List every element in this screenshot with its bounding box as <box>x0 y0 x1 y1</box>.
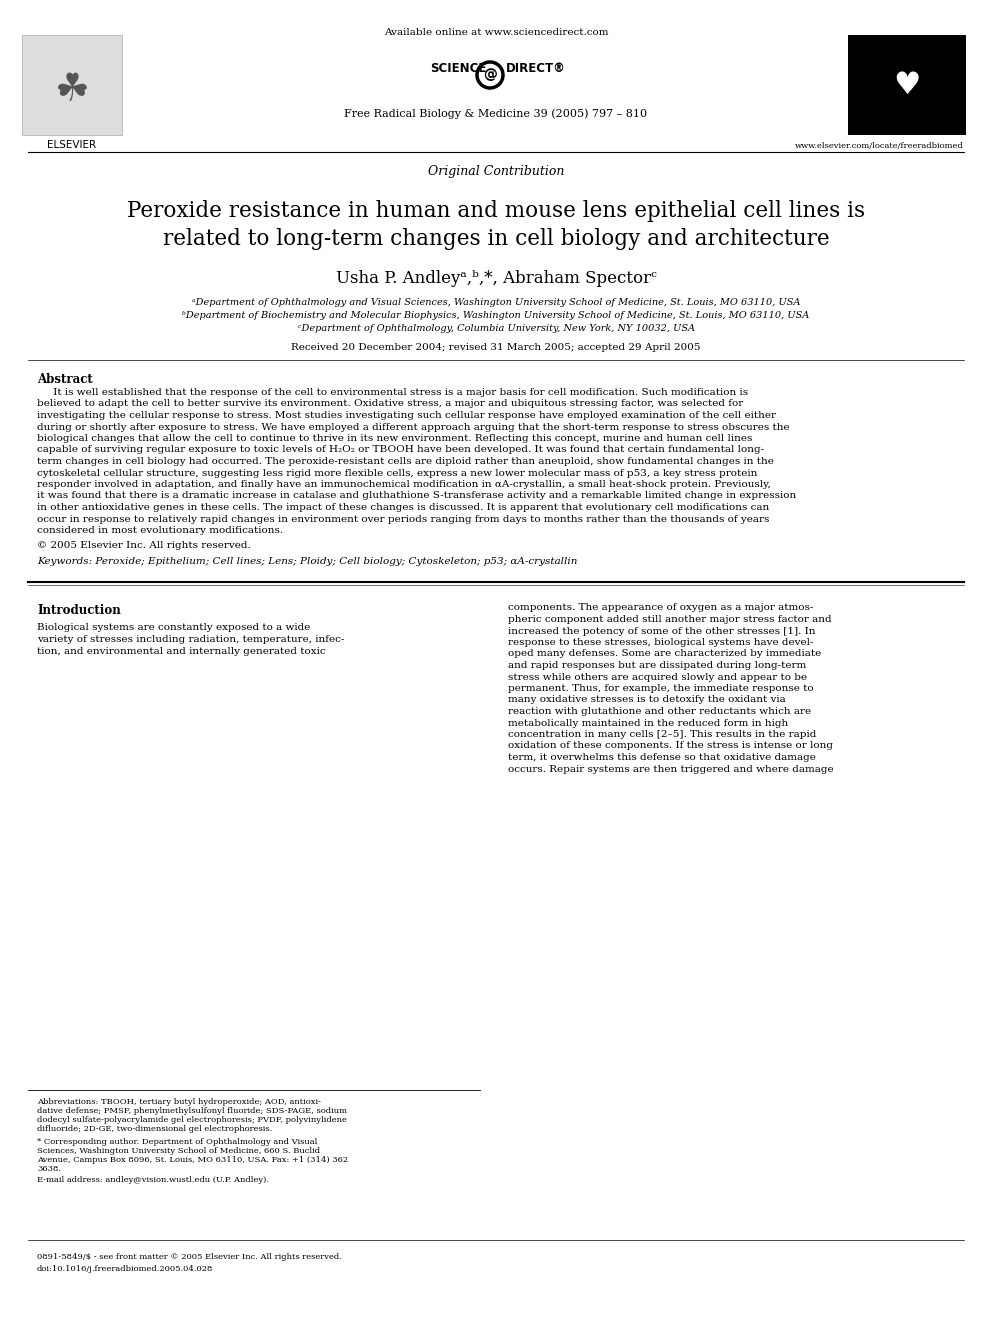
Text: Abstract: Abstract <box>37 373 92 386</box>
Text: increased the potency of some of the other stresses [1]. In: increased the potency of some of the oth… <box>508 627 815 635</box>
Text: Avenue, Campus Box 8096, St. Louis, MO 63110, USA. Fax: +1 (314) 362: Avenue, Campus Box 8096, St. Louis, MO 6… <box>37 1156 348 1164</box>
Text: reaction with glutathione and other reductants which are: reaction with glutathione and other redu… <box>508 706 811 716</box>
Text: Original Contribution: Original Contribution <box>428 165 564 179</box>
Text: Sciences, Washington University School of Medicine, 660 S. Buclid: Sciences, Washington University School o… <box>37 1147 320 1155</box>
Text: @: @ <box>483 67 497 82</box>
Text: dative defense; PMSF, phenylmethylsulfonyl fluoride; SDS-PAGE, sodium: dative defense; PMSF, phenylmethylsulfon… <box>37 1107 347 1115</box>
Text: ᵇDepartment of Biochemistry and Molecular Biophysics, Washington University Scho: ᵇDepartment of Biochemistry and Molecula… <box>183 311 809 320</box>
Text: dodecyl sulfate-polyacrylamide gel electrophoresis; PVDF, polyvinylidene: dodecyl sulfate-polyacrylamide gel elect… <box>37 1117 347 1125</box>
Text: term, it overwhelms this defense so that oxidative damage: term, it overwhelms this defense so that… <box>508 753 815 762</box>
Text: components. The appearance of oxygen as a major atmos-: components. The appearance of oxygen as … <box>508 603 813 613</box>
Text: it was found that there is a dramatic increase in catalase and gluthathione S-tr: it was found that there is a dramatic in… <box>37 492 797 500</box>
Bar <box>848 34 966 135</box>
Text: SCIENCE: SCIENCE <box>430 62 486 75</box>
Text: ♥: ♥ <box>894 70 921 99</box>
Text: difluoride; 2D-GE, two-dimensional gel electrophoresis.: difluoride; 2D-GE, two-dimensional gel e… <box>37 1125 272 1132</box>
Text: E-mail address: andley@vision.wustl.edu (U.P. Andley).: E-mail address: andley@vision.wustl.edu … <box>37 1176 269 1184</box>
Text: believed to adapt the cell to better survive its environment. Oxidative stress, : believed to adapt the cell to better sur… <box>37 400 743 409</box>
Text: response to these stresses, biological systems have devel-: response to these stresses, biological s… <box>508 638 813 647</box>
Text: Available online at www.sciencedirect.com: Available online at www.sciencedirect.co… <box>384 28 608 37</box>
Text: metabolically maintained in the reduced form in high: metabolically maintained in the reduced … <box>508 718 789 728</box>
Text: www.elsevier.com/locate/freeradbiomed: www.elsevier.com/locate/freeradbiomed <box>796 142 964 149</box>
Text: 0891-5849/$ - see front matter © 2005 Elsevier Inc. All rights reserved.: 0891-5849/$ - see front matter © 2005 El… <box>37 1253 342 1261</box>
Text: oped many defenses. Some are characterized by immediate: oped many defenses. Some are characteriz… <box>508 650 821 659</box>
Text: term changes in cell biology had occurred. The peroxide-resistant cells are dipl: term changes in cell biology had occurre… <box>37 456 774 466</box>
Text: variety of stresses including radiation, temperature, infec-: variety of stresses including radiation,… <box>37 635 344 644</box>
Text: cytoskeletal cellular structure, suggesting less rigid more flexible cells, expr: cytoskeletal cellular structure, suggest… <box>37 468 757 478</box>
Text: in other antioxidative genes in these cells. The impact of these changes is disc: in other antioxidative genes in these ce… <box>37 503 769 512</box>
Text: occur in response to relatively rapid changes in environment over periods rangin: occur in response to relatively rapid ch… <box>37 515 770 524</box>
Text: Keywords: Peroxide; Epithelium; Cell lines; Lens; Ploidy; Cell biology; Cytoskel: Keywords: Peroxide; Epithelium; Cell lin… <box>37 557 577 565</box>
Text: Biological systems are constantly exposed to a wide: Biological systems are constantly expose… <box>37 623 310 632</box>
Bar <box>22 34 122 135</box>
Text: ☘: ☘ <box>55 71 89 108</box>
Text: and rapid responses but are dissipated during long-term: and rapid responses but are dissipated d… <box>508 662 806 669</box>
Text: many oxidative stresses is to detoxify the oxidant via: many oxidative stresses is to detoxify t… <box>508 696 786 705</box>
Text: It is well established that the response of the cell to environmental stress is : It is well established that the response… <box>37 388 748 397</box>
Text: Usha P. Andleyᵃ,ᵇ,*, Abraham Spectorᶜ: Usha P. Andleyᵃ,ᵇ,*, Abraham Spectorᶜ <box>335 270 657 287</box>
Text: pheric component added still another major stress factor and: pheric component added still another maj… <box>508 615 831 624</box>
Text: capable of surviving regular exposure to toxic levels of H₂O₂ or TBOOH have been: capable of surviving regular exposure to… <box>37 446 764 455</box>
Text: oxidation of these components. If the stress is intense or long: oxidation of these components. If the st… <box>508 741 833 750</box>
Text: related to long-term changes in cell biology and architecture: related to long-term changes in cell bio… <box>163 228 829 250</box>
Text: permanent. Thus, for example, the immediate response to: permanent. Thus, for example, the immedi… <box>508 684 813 693</box>
Text: investigating the cellular response to stress. Most studies investigating such c: investigating the cellular response to s… <box>37 411 776 419</box>
Text: responder involved in adaptation, and finally have an immunochemical modificatio: responder involved in adaptation, and fi… <box>37 480 771 490</box>
Text: occurs. Repair systems are then triggered and where damage: occurs. Repair systems are then triggere… <box>508 765 833 774</box>
Text: 3638.: 3638. <box>37 1166 61 1174</box>
Text: ᶜDepartment of Ophthalmology, Columbia University, New York, NY 10032, USA: ᶜDepartment of Ophthalmology, Columbia U… <box>298 324 694 333</box>
Text: Abbreviations: TBOOH, tertiary butyl hydroperoxide; AOD, antioxi-: Abbreviations: TBOOH, tertiary butyl hyd… <box>37 1098 321 1106</box>
Text: Peroxide resistance in human and mouse lens epithelial cell lines is: Peroxide resistance in human and mouse l… <box>127 200 865 222</box>
Text: * Corresponding author. Department of Ophthalmology and Visual: * Corresponding author. Department of Op… <box>37 1138 317 1146</box>
Text: Received 20 December 2004; revised 31 March 2005; accepted 29 April 2005: Received 20 December 2004; revised 31 Ma… <box>292 343 700 352</box>
Text: doi:10.1016/j.freeradbiomed.2005.04.028: doi:10.1016/j.freeradbiomed.2005.04.028 <box>37 1265 213 1273</box>
Text: DIRECT®: DIRECT® <box>506 62 565 75</box>
Text: stress while others are acquired slowly and appear to be: stress while others are acquired slowly … <box>508 672 807 681</box>
Text: Free Radical Biology & Medicine 39 (2005) 797 – 810: Free Radical Biology & Medicine 39 (2005… <box>344 108 648 119</box>
Text: during or shortly after exposure to stress. We have employed a different approac: during or shortly after exposure to stre… <box>37 422 790 431</box>
Text: ELSEVIER: ELSEVIER <box>48 140 96 149</box>
Text: ᵃDepartment of Ophthalmology and Visual Sciences, Washington University School o: ᵃDepartment of Ophthalmology and Visual … <box>191 298 801 307</box>
Text: biological changes that allow the cell to continue to thrive in its new environm: biological changes that allow the cell t… <box>37 434 752 443</box>
Text: Introduction: Introduction <box>37 603 121 617</box>
Text: considered in most evolutionary modifications.: considered in most evolutionary modifica… <box>37 527 283 534</box>
Text: © 2005 Elsevier Inc. All rights reserved.: © 2005 Elsevier Inc. All rights reserved… <box>37 541 251 549</box>
Text: tion, and environmental and internally generated toxic: tion, and environmental and internally g… <box>37 647 325 655</box>
Text: concentration in many cells [2–5]. This results in the rapid: concentration in many cells [2–5]. This … <box>508 730 816 740</box>
